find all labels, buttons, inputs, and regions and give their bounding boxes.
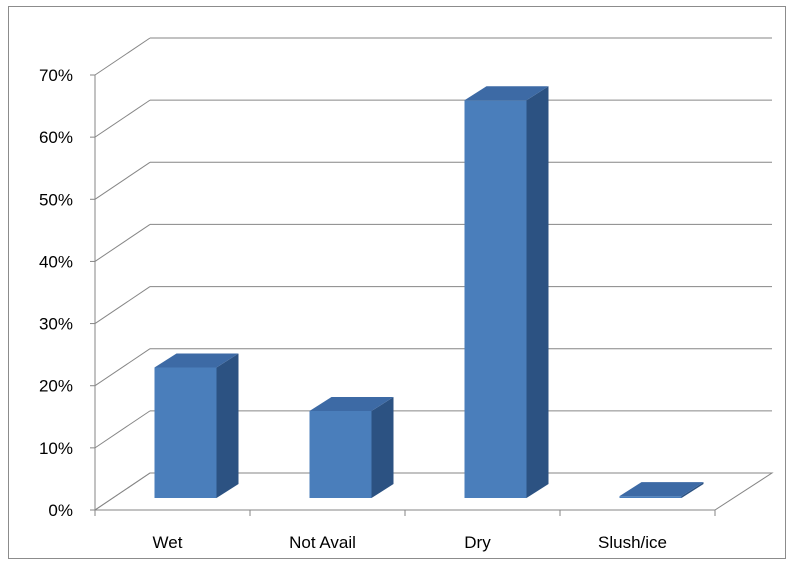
y-tick-label: 10% — [39, 439, 73, 458]
bars — [154, 86, 704, 499]
bar-top — [619, 482, 704, 497]
bar-not-avail — [309, 397, 394, 498]
gridline-side — [94, 161, 151, 200]
bar-front — [154, 367, 217, 498]
x-tick-label: Not Avail — [289, 533, 356, 552]
bar-wet — [154, 353, 239, 498]
bar-front — [464, 100, 527, 499]
bar-side — [216, 353, 239, 498]
y-tick-labels: 0% 10% 20% 30% 40% 50% 60% 70% — [39, 66, 73, 520]
bar-slush-ice — [619, 482, 704, 498]
bar-side — [371, 397, 394, 498]
y-tick-label: 20% — [39, 377, 73, 396]
y-tick-label: 70% — [39, 66, 73, 85]
x-tick-labels: Wet Not Avail Dry Slush/ice — [153, 533, 667, 552]
bar-dry — [464, 86, 549, 499]
bar-top — [464, 86, 549, 101]
y-tick-label: 60% — [39, 128, 73, 147]
bar-side — [526, 86, 549, 499]
y-tick-label: 0% — [48, 501, 73, 520]
x-tick-label: Wet — [153, 533, 183, 552]
gridline-side — [94, 410, 151, 449]
y-tick-label: 50% — [39, 190, 73, 209]
bar-top — [154, 353, 239, 368]
axes — [90, 74, 774, 516]
x-tick-label: Slush/ice — [598, 533, 667, 552]
y-tick-label: 40% — [39, 252, 73, 271]
chart-frame — [8, 6, 786, 559]
y-tick-label: 30% — [39, 315, 73, 334]
bar-side — [681, 482, 704, 498]
x-tick-label: Dry — [464, 533, 491, 552]
gridline-side — [94, 286, 151, 324]
bar-top — [309, 397, 394, 411]
bar-front — [309, 411, 372, 498]
gridline-side — [94, 348, 151, 387]
floor — [93, 472, 774, 511]
bar-front — [619, 496, 682, 498]
gridline-side — [94, 37, 151, 76]
gridline-side — [94, 99, 151, 138]
gridline-side — [94, 224, 151, 262]
